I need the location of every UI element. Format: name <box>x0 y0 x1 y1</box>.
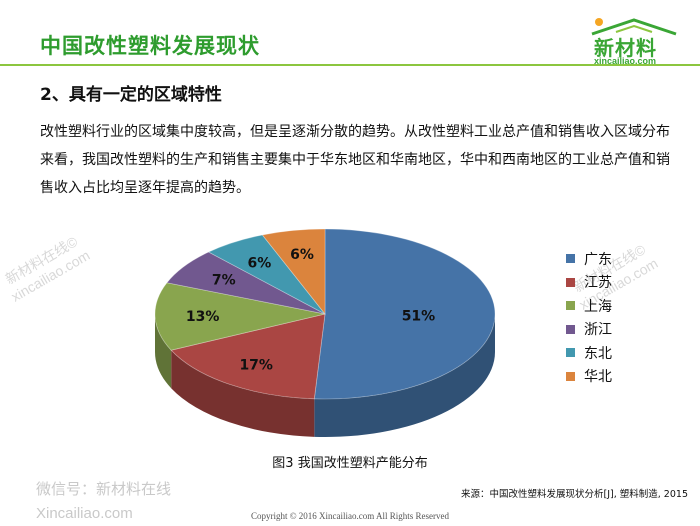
legend-swatch <box>566 324 575 334</box>
legend-item: 东北 <box>566 341 612 365</box>
pie-slice-广东 <box>313 228 496 400</box>
legend-label: 广东 <box>584 251 612 268</box>
logo-house-icon <box>591 18 677 36</box>
pie-data-label: 13% <box>186 309 220 325</box>
wechat-id: 微信号：新材料在线 <box>36 481 172 498</box>
source-note: 来源：中国改性塑料发展现状分析[J], 塑料制造, 2015 <box>461 489 688 500</box>
legend-label: 江苏 <box>584 275 612 292</box>
pie-data-label: 51% <box>402 308 436 324</box>
pie-slice-江苏 <box>170 313 326 400</box>
legend-label: 华北 <box>584 369 612 386</box>
pie-slice-华北 <box>261 228 326 316</box>
pie-slice-side <box>155 314 172 389</box>
logo: 新材料 xincailiao.com <box>586 14 686 66</box>
pie-top-group <box>154 228 496 400</box>
chart-legend: 广东 江苏 上海 浙江 东北 华北 <box>566 247 612 388</box>
logo-text: 新材料 <box>594 36 657 60</box>
wechat-watermark: 微信号：新材料在线 Xincailiao.com <box>36 478 171 526</box>
pie-slice-浙江 <box>166 251 326 315</box>
pie-side-group <box>155 314 496 437</box>
pie-data-label: 7% <box>212 273 236 289</box>
pie-slice-上海 <box>154 282 326 351</box>
copyright-footer: Copyright © 2016 Xincailiao.com All Righ… <box>250 511 450 521</box>
title-divider <box>0 64 700 66</box>
logo-url: xincailiao.com <box>594 56 657 66</box>
site-name: Xincailiao.com <box>36 505 133 522</box>
pie-label-group: 51% 17% 13% 7% 6% 6% <box>186 247 435 374</box>
legend-item: 浙江 <box>566 318 612 342</box>
pie-data-label: 6% <box>290 247 314 263</box>
pie-slice-东北 <box>207 234 326 315</box>
pie-data-label: 17% <box>239 358 273 374</box>
chart-caption: 图3 我国改性塑料产能分布 <box>272 456 428 471</box>
legend-item: 江苏 <box>566 271 612 295</box>
legend-item: 华北 <box>566 365 612 389</box>
legend-swatch <box>566 371 575 381</box>
pie-slice-side <box>171 350 315 437</box>
pie-slice-side <box>314 314 496 437</box>
legend-swatch <box>566 254 575 264</box>
pie-data-label: 6% <box>248 255 272 271</box>
legend-swatch <box>566 301 575 311</box>
legend-item: 广东 <box>566 247 612 271</box>
legend-swatch <box>566 277 575 287</box>
legend-label: 东北 <box>584 345 612 362</box>
legend-swatch <box>566 348 575 358</box>
legend-label: 上海 <box>584 298 612 315</box>
legend-item: 上海 <box>566 294 612 318</box>
section-heading: 2、具有一定的区域特性 <box>40 85 222 105</box>
slide-title: 中国改性塑料发展现状 <box>40 34 260 58</box>
legend-label: 浙江 <box>584 322 612 339</box>
body-paragraph: 改性塑料行业的区域集中度较高，但是呈逐渐分散的趋势。从改性塑料工业总产值和销售收… <box>40 124 670 196</box>
